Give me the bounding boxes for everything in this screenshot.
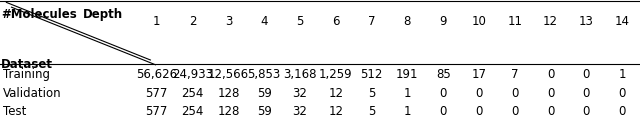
Text: 191: 191 xyxy=(396,68,419,81)
Text: 0: 0 xyxy=(476,105,483,118)
Text: 12,566: 12,566 xyxy=(208,68,249,81)
Text: 6: 6 xyxy=(332,15,339,28)
Text: 1,259: 1,259 xyxy=(319,68,353,81)
Text: Validation: Validation xyxy=(3,87,62,100)
Text: 56,626: 56,626 xyxy=(136,68,177,81)
Text: 2: 2 xyxy=(189,15,196,28)
Text: 0: 0 xyxy=(511,105,518,118)
Text: 5: 5 xyxy=(368,105,375,118)
Text: 128: 128 xyxy=(217,87,239,100)
Text: 5: 5 xyxy=(368,87,375,100)
Text: 12: 12 xyxy=(328,105,343,118)
Text: 0: 0 xyxy=(582,105,590,118)
Text: 0: 0 xyxy=(511,87,518,100)
Text: 254: 254 xyxy=(181,87,204,100)
Text: 5: 5 xyxy=(296,15,303,28)
Text: #Molecules: #Molecules xyxy=(1,8,77,21)
Text: 8: 8 xyxy=(404,15,411,28)
Text: 9: 9 xyxy=(440,15,447,28)
Text: 10: 10 xyxy=(472,15,486,28)
Text: 0: 0 xyxy=(547,105,554,118)
Text: 0: 0 xyxy=(440,105,447,118)
Text: 254: 254 xyxy=(181,105,204,118)
Text: 59: 59 xyxy=(257,105,271,118)
Text: 11: 11 xyxy=(508,15,522,28)
Text: 0: 0 xyxy=(476,87,483,100)
Text: 85: 85 xyxy=(436,68,451,81)
Text: 3,168: 3,168 xyxy=(284,68,317,81)
Text: 0: 0 xyxy=(618,105,626,118)
Text: 32: 32 xyxy=(292,105,307,118)
Text: 17: 17 xyxy=(472,68,486,81)
Text: 0: 0 xyxy=(582,68,590,81)
Text: 14: 14 xyxy=(614,15,630,28)
Text: 0: 0 xyxy=(582,87,590,100)
Text: 12: 12 xyxy=(543,15,558,28)
Text: 24,933: 24,933 xyxy=(172,68,213,81)
Text: 7: 7 xyxy=(368,15,375,28)
Text: 3: 3 xyxy=(225,15,232,28)
Text: 12: 12 xyxy=(328,87,343,100)
Text: 128: 128 xyxy=(217,105,239,118)
Text: Test: Test xyxy=(3,105,27,118)
Text: 59: 59 xyxy=(257,87,271,100)
Text: 32: 32 xyxy=(292,87,307,100)
Text: 577: 577 xyxy=(146,105,168,118)
Text: Dataset: Dataset xyxy=(1,58,53,71)
Text: 0: 0 xyxy=(440,87,447,100)
Text: 577: 577 xyxy=(146,87,168,100)
Text: 7: 7 xyxy=(511,68,518,81)
Text: 1: 1 xyxy=(153,15,161,28)
Text: 4: 4 xyxy=(260,15,268,28)
Text: 1: 1 xyxy=(404,105,411,118)
Text: 5,853: 5,853 xyxy=(248,68,281,81)
Text: 512: 512 xyxy=(360,68,383,81)
Text: 0: 0 xyxy=(618,87,626,100)
Text: 0: 0 xyxy=(547,68,554,81)
Text: 13: 13 xyxy=(579,15,594,28)
Text: 1: 1 xyxy=(618,68,626,81)
Text: Depth: Depth xyxy=(83,8,124,21)
Text: 1: 1 xyxy=(404,87,411,100)
Text: Training: Training xyxy=(3,68,50,81)
Text: 0: 0 xyxy=(547,87,554,100)
